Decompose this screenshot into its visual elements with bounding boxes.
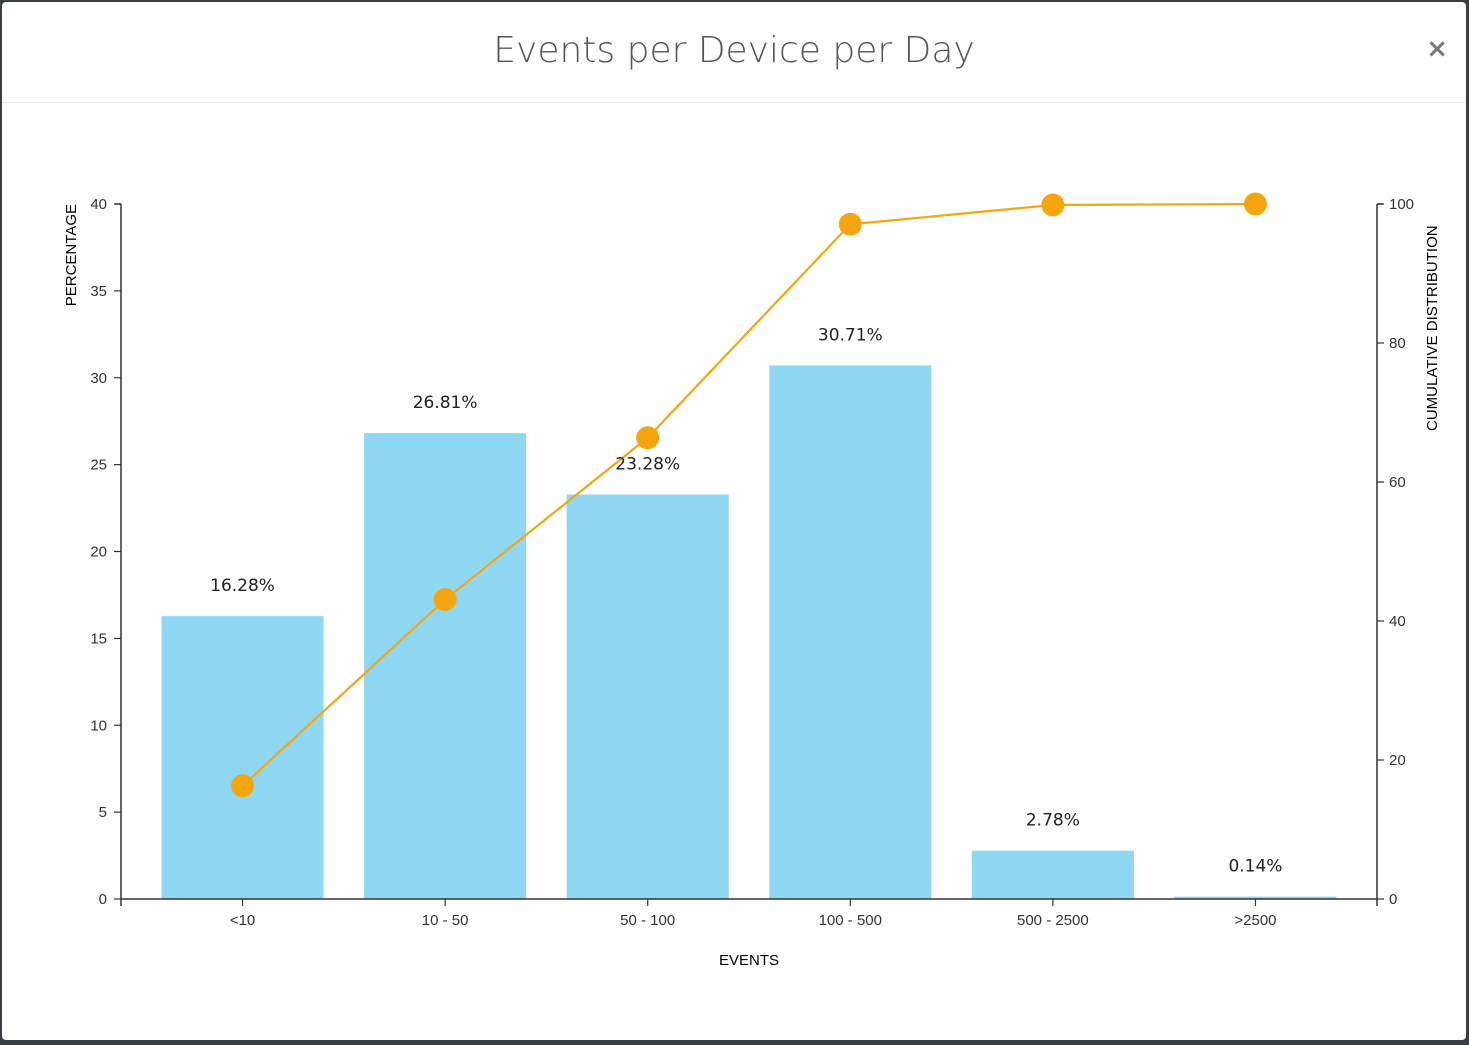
x-tick-label: >2500 bbox=[1234, 912, 1276, 929]
bar bbox=[364, 433, 527, 899]
y-axis-right-title: CUMULATIVE DISTRIBUTION bbox=[1424, 225, 1441, 431]
cumulative-point bbox=[1041, 193, 1065, 217]
x-tick-label: 50 - 100 bbox=[620, 912, 675, 929]
y-tick-label: 10 bbox=[90, 717, 107, 734]
bar bbox=[1174, 896, 1337, 899]
x-tick-label: 500 - 2500 bbox=[1017, 912, 1089, 929]
x-tick-label: <10 bbox=[230, 912, 255, 929]
close-icon[interactable]: × bbox=[1426, 34, 1448, 64]
bar bbox=[161, 616, 324, 899]
bar-value-label: 23.28% bbox=[615, 455, 680, 475]
x-tick-label: 10 - 50 bbox=[422, 912, 469, 929]
bar bbox=[769, 365, 932, 899]
y-tick-label: 20 bbox=[90, 544, 107, 561]
y-tick-label: 25 bbox=[90, 457, 107, 474]
y2-tick-label: 60 bbox=[1389, 474, 1406, 491]
modal-header: Events per Device per Day × bbox=[2, 2, 1466, 103]
y2-tick-label: 0 bbox=[1389, 891, 1397, 908]
y-tick-label: 40 bbox=[90, 196, 107, 213]
bar bbox=[566, 494, 729, 899]
y-tick-label: 35 bbox=[90, 283, 107, 300]
bar-value-label: 0.14% bbox=[1228, 857, 1282, 877]
cumulative-point bbox=[433, 588, 457, 612]
bar-value-label: 30.71% bbox=[818, 325, 883, 345]
cumulative-line bbox=[241, 202, 1256, 787]
cumulative-point bbox=[838, 212, 862, 236]
y2-tick-label: 100 bbox=[1389, 196, 1414, 213]
ticks-layer: 0 5 10 15 20 25 30 35 40 0 20 40 60 80 100 <10 10 - 50 50… bbox=[90, 196, 1414, 929]
bar-value-label: 16.28% bbox=[210, 576, 275, 596]
cumulative-point bbox=[636, 426, 660, 450]
line-layer bbox=[231, 192, 1267, 798]
cumulative-point bbox=[231, 774, 255, 798]
y-tick-label: 30 bbox=[90, 370, 107, 387]
bar-value-label: 2.78% bbox=[1026, 811, 1080, 831]
bar bbox=[971, 850, 1134, 899]
y2-tick-label: 80 bbox=[1389, 335, 1406, 352]
x-tick-label: 100 - 500 bbox=[819, 912, 882, 929]
y-tick-label: 0 bbox=[99, 891, 107, 908]
cumulative-point bbox=[1243, 192, 1267, 216]
bars-layer bbox=[161, 365, 1337, 899]
x-axis-title: EVENTS bbox=[719, 952, 779, 969]
y2-tick-label: 40 bbox=[1389, 613, 1406, 630]
y-tick-label: 15 bbox=[90, 630, 107, 647]
data-labels-layer: 16.28% 26.81% 23.28% 30.71% 2.78% 0.14% bbox=[210, 325, 1282, 876]
y-tick-label: 5 bbox=[99, 804, 107, 821]
modal-title: Events per Device per Day bbox=[493, 30, 975, 71]
bar-value-label: 26.81% bbox=[413, 393, 478, 413]
y2-tick-label: 20 bbox=[1389, 752, 1406, 769]
y-axis-left-title: PERCENTAGE bbox=[63, 204, 80, 306]
